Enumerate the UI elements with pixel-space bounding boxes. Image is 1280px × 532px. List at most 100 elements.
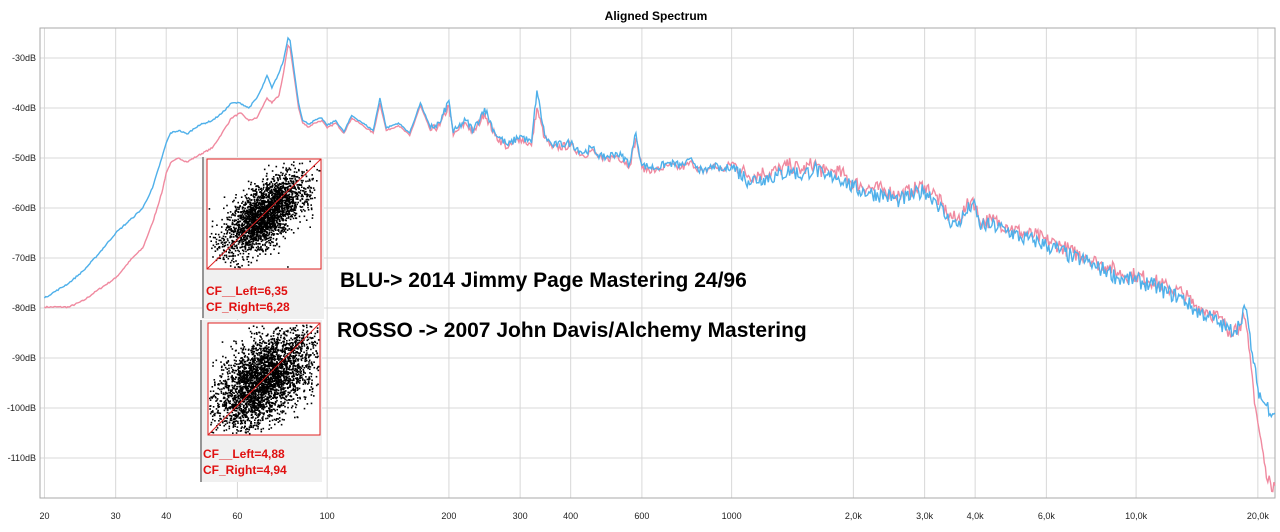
scatter-point: [276, 354, 278, 356]
scatter-point: [229, 232, 231, 234]
scatter-point: [274, 225, 276, 227]
scatter-point: [307, 348, 309, 350]
scatter-point: [246, 194, 248, 196]
scatter-point: [277, 339, 279, 341]
scatter-point: [276, 341, 278, 343]
scatter-point: [239, 206, 241, 208]
scatter-point: [212, 226, 214, 228]
scatter-point: [254, 355, 256, 357]
scatter-point: [279, 209, 281, 211]
scatter-point: [219, 389, 221, 391]
scatter-point: [304, 192, 306, 194]
scatter-point: [243, 383, 245, 385]
scatter-point: [269, 184, 271, 186]
scatter-point: [308, 194, 310, 196]
scatter-point: [279, 184, 281, 186]
scatter-point: [287, 229, 289, 231]
scatter-point: [260, 203, 262, 205]
scatter-point: [289, 203, 291, 205]
scatter-point: [277, 337, 279, 339]
scatter-point: [234, 372, 236, 374]
scatter-point: [210, 240, 212, 242]
scatter-point: [231, 234, 233, 236]
scatter-point: [306, 352, 308, 354]
scatter-point: [238, 266, 240, 268]
scatter-point: [227, 399, 229, 401]
scatter-point: [267, 335, 269, 337]
scatter-point: [299, 388, 301, 390]
scatter-point: [277, 180, 279, 182]
scatter-point: [266, 186, 268, 188]
scatter-point: [261, 431, 263, 433]
scatter-point: [303, 335, 305, 337]
scatter-point: [305, 181, 307, 183]
scatter-point: [252, 209, 254, 211]
scatter-point: [296, 358, 298, 360]
scatter-point: [269, 237, 271, 239]
scatter-point: [221, 219, 223, 221]
scatter-point: [245, 202, 247, 204]
x-tick-label: 100: [320, 511, 335, 521]
scatter-point: [213, 390, 215, 392]
scatter-point: [307, 204, 309, 206]
scatter-point: [261, 227, 263, 229]
scatter-point: [313, 361, 315, 363]
scatter-point: [262, 181, 264, 183]
scatter-point: [282, 184, 284, 186]
scatter-point: [317, 327, 319, 329]
scatter-point: [301, 184, 303, 186]
scatter-point: [279, 193, 281, 195]
y-tick-label: -70dB: [12, 253, 36, 263]
scatter-point: [260, 349, 262, 351]
scatter-point: [274, 187, 276, 189]
scatter-point: [310, 204, 312, 206]
scatter-point: [247, 388, 249, 390]
scatter-point: [267, 224, 269, 226]
scatter-point: [294, 417, 296, 419]
scatter-point: [286, 170, 288, 172]
scatter-point: [256, 353, 258, 355]
scatter-point: [247, 420, 249, 422]
scatter-point: [267, 178, 269, 180]
scatter-point: [238, 352, 240, 354]
scatter-point: [301, 186, 303, 188]
scatter-point: [269, 424, 271, 426]
scatter-point: [275, 197, 277, 199]
scatter-point: [226, 368, 228, 370]
scatter-point: [281, 328, 283, 330]
scatter-point: [293, 218, 295, 220]
scatter-point: [282, 193, 284, 195]
y-axis-ticks: -30dB-40dB-50dB-60dB-70dB-80dB-90dB-100d…: [7, 53, 36, 463]
scatter-point: [240, 221, 242, 223]
scatter-point: [307, 368, 309, 370]
scatter-point: [234, 381, 236, 383]
scatter-point: [312, 345, 314, 347]
scatter-point: [301, 348, 303, 350]
scatter-point: [240, 240, 242, 242]
scatter-point: [286, 340, 288, 342]
scatter-point: [255, 412, 257, 414]
scatter-point: [253, 202, 255, 204]
y-tick-label: -40dB: [12, 103, 36, 113]
scatter-point: [248, 181, 250, 183]
scatter-point: [237, 422, 239, 424]
scatter-point: [256, 194, 258, 196]
scatter-point: [295, 202, 297, 204]
scatter-point: [211, 422, 213, 424]
scatter-point: [301, 346, 303, 348]
scatter-point: [261, 365, 263, 367]
scatter-point: [288, 207, 290, 209]
scatter-point: [278, 252, 280, 254]
scatter-point: [249, 212, 251, 214]
scatter-point: [270, 244, 272, 246]
scatter-point: [224, 196, 226, 198]
scatter-point: [236, 383, 238, 385]
scatter-point: [262, 419, 264, 421]
scatter-point: [229, 252, 231, 254]
scatter-point: [245, 407, 247, 409]
scatter-point: [301, 211, 303, 213]
scatter-point: [238, 222, 240, 224]
scatter-point: [287, 331, 289, 333]
scatter-point: [303, 190, 305, 192]
